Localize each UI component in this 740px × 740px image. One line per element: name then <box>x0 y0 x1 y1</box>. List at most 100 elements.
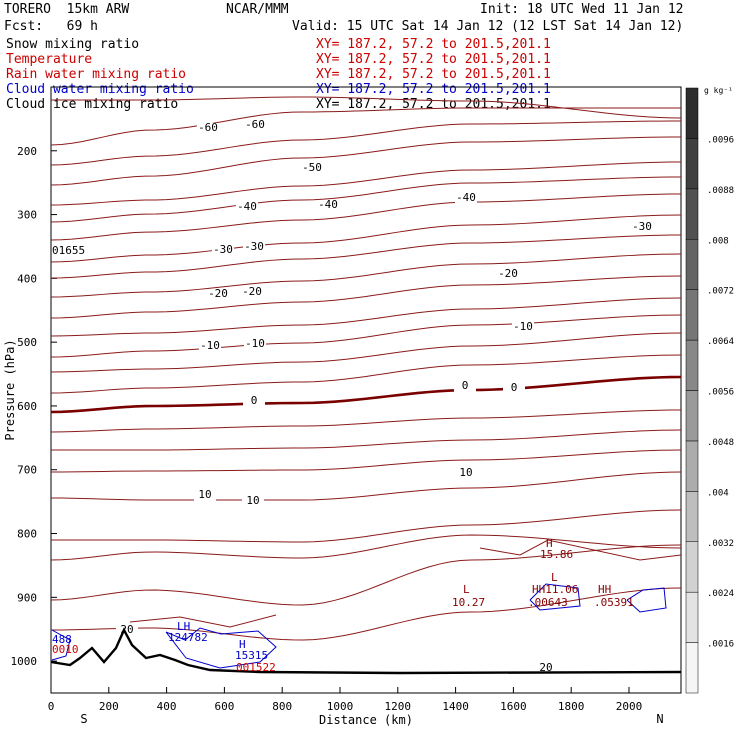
temperature-contour <box>51 96 682 119</box>
legend-name-snow: Snow mixing ratio <box>6 37 140 52</box>
contour-label-bg <box>512 322 534 333</box>
contour-level-label: -30 <box>213 243 233 256</box>
extremum-annotation: 15315 <box>235 649 268 662</box>
extremum-annotation: H <box>546 537 553 550</box>
temperature-contour <box>129 614 277 628</box>
contour-level-label: -20 <box>498 267 518 280</box>
contour-label-bg <box>236 202 258 213</box>
legend-name-temperature: Temperature <box>6 52 93 67</box>
contour-label-bg <box>242 496 264 507</box>
plot-frame <box>50 86 682 694</box>
extremum-annotation: L <box>463 583 470 596</box>
contour-label-bg <box>243 396 265 407</box>
contour-level-label: -50 <box>302 161 322 174</box>
contour-label-bg <box>243 242 265 253</box>
colorbar-segment <box>685 591 699 643</box>
contour-label-bg <box>317 200 339 211</box>
colorbar-tick-label: .0096 <box>707 135 734 145</box>
y-axis-label: Pressure (hPa) <box>3 339 17 440</box>
contour-label-bg <box>197 123 219 134</box>
colorbar-segment <box>685 289 699 341</box>
y-tick-label: 800 <box>17 528 37 541</box>
y-tick-label: 700 <box>17 464 37 477</box>
temperature-contour <box>50 544 682 606</box>
contour-label-bg <box>535 663 557 674</box>
y-tick-label: 1000 <box>11 655 38 668</box>
temperature-contour <box>50 449 682 473</box>
y-tick-label: 400 <box>17 272 37 285</box>
colorbar-segment <box>685 138 699 190</box>
temperature-contour <box>50 297 682 337</box>
temperature-contour <box>50 534 682 561</box>
x-tick-label: 600 <box>214 700 234 713</box>
extremum-annotation: 488 <box>52 633 72 646</box>
contour-level-label: -10 <box>513 320 533 333</box>
contour-label-bg <box>454 381 476 392</box>
x-tick-label: 1000 <box>327 700 354 713</box>
contour-label-bg <box>199 341 221 352</box>
extremum-annotation: HH <box>598 583 611 596</box>
temperature-contour <box>50 587 682 641</box>
temperature-contour <box>51 509 682 543</box>
colorbar-segment <box>685 642 699 694</box>
contour-label-bg <box>455 193 477 204</box>
contour-level-label: -10 <box>200 339 220 352</box>
temperature-contour <box>50 120 682 166</box>
contour-level-label: 0 <box>462 379 469 392</box>
contour-label-bg <box>244 339 266 350</box>
contour-level-label: 10 <box>246 494 259 507</box>
temperature-contour <box>50 471 682 501</box>
contour-level-label: -30 <box>632 220 652 233</box>
contour-level-label: -20 <box>242 285 262 298</box>
temperature-contour <box>50 234 682 279</box>
org-label: NCAR/MMM <box>226 2 289 17</box>
legend-xy-snow: XY= 187.2, 57.2 to 201.5,201.1 <box>316 37 551 52</box>
cloud-water-contour <box>529 583 581 611</box>
temperature-contour <box>50 275 682 319</box>
cloud-water-contour <box>165 627 277 669</box>
colorbar-tick-label: .0016 <box>707 640 734 650</box>
cloud-water-contour <box>51 629 71 661</box>
y-tick-label: 900 <box>17 591 37 604</box>
contour-level-label: -40 <box>318 198 338 211</box>
colorbar-tick-label: .0072 <box>707 287 734 297</box>
extremum-annotation: 124782 <box>168 631 208 644</box>
y-tick-label: 500 <box>17 336 37 349</box>
temperature-contour <box>50 176 682 223</box>
contour-level-label: -40 <box>237 200 257 213</box>
colorbar-segment <box>685 87 699 139</box>
contour-level-label: -60 <box>245 118 265 131</box>
x-tick-label: 1800 <box>558 700 585 713</box>
legend-xy-cloud-water: XY= 187.2, 57.2 to 201.5,201.1 <box>316 82 551 97</box>
extremum-annotation: LH <box>177 620 190 633</box>
temperature-contour <box>50 409 682 433</box>
south-end-label: S <box>80 712 87 726</box>
contour-level-label: -30 <box>244 240 264 253</box>
temperature-contour <box>50 136 682 186</box>
colorbar-tick-label: .0064 <box>707 337 734 347</box>
contour-level-label: 0 <box>511 381 518 394</box>
y-tick-label: 600 <box>17 400 37 413</box>
x-tick-label: 1200 <box>385 700 412 713</box>
temperature-contour <box>50 354 682 394</box>
legend-name-rain: Rain water mixing ratio <box>6 67 187 82</box>
forecast-hour: Fcst: 69 h <box>4 19 98 34</box>
legend-name-cloud-water: Cloud water mixing ratio <box>6 82 194 97</box>
temperature-contour <box>50 253 682 298</box>
legend-xy-temperature: XY= 187.2, 57.2 to 201.5,201.1 <box>316 52 551 67</box>
y-tick-label: 300 <box>17 209 37 222</box>
temperature-contour <box>51 429 682 451</box>
extremum-annotation: 10.27 <box>452 596 485 609</box>
colorbar-tick-label: .0048 <box>707 438 734 448</box>
cloud-water-contour <box>626 587 667 613</box>
contour-level-label: 20 <box>539 661 552 674</box>
colorbar-tick-label: .0056 <box>707 388 734 398</box>
extremum-annotation: L <box>551 571 558 584</box>
x-tick-label: 2000 <box>616 700 643 713</box>
freezing-level-contour <box>50 375 682 414</box>
temperature-contour <box>50 314 682 358</box>
x-tick-label: 800 <box>272 700 292 713</box>
x-tick-label: 0 <box>48 700 55 713</box>
contour-level-label: -60 <box>198 121 218 134</box>
colorbar-tick-label: .008 <box>707 236 729 246</box>
